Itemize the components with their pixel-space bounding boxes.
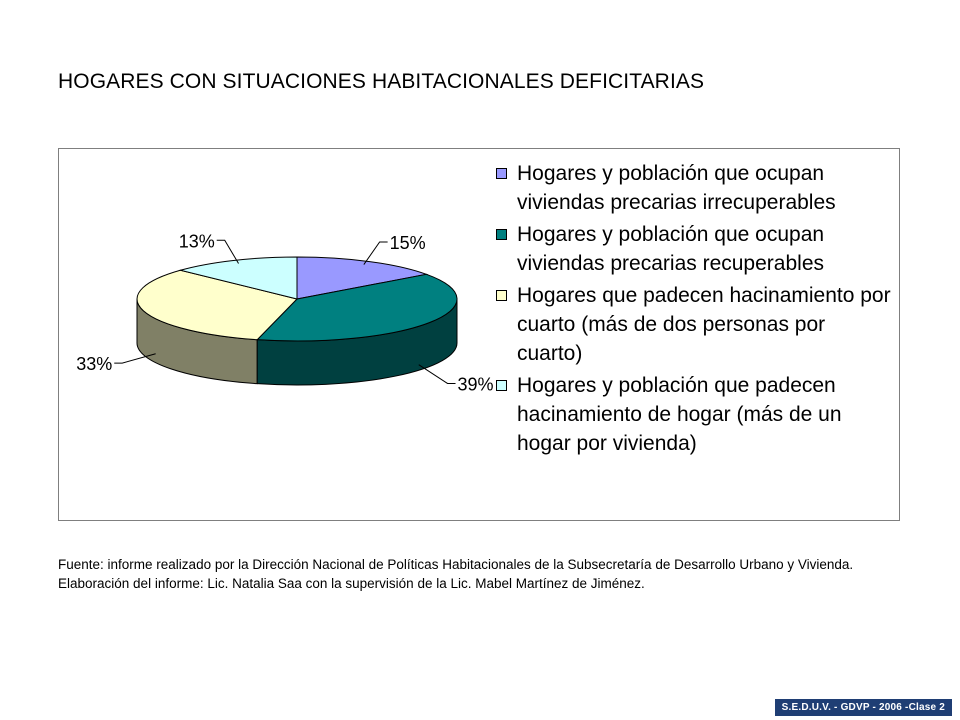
chart-title: HOGARES CON SITUACIONES HABITACIONALES D… — [58, 70, 705, 93]
legend-swatch-4 — [496, 380, 507, 391]
leader-line-4 — [216, 239, 239, 264]
legend-label-3: Hogares que padecen hacinamiento por cua… — [517, 284, 891, 365]
legend-swatch-2 — [496, 229, 507, 240]
leader-line-1 — [363, 241, 388, 265]
source-note: Fuente: informe realizado por la Direcci… — [58, 557, 854, 591]
legend-item-3: Hogares que padecen hacinamiento por cua… — [491, 281, 896, 368]
leader-line-2 — [418, 364, 456, 384]
pie-slice-3 — [136, 269, 298, 341]
chart-legend: Hogares y población que ocupan viviendas… — [491, 159, 896, 461]
chart-frame: 15% 39% 33% 13% Hogares y población que ocu… — [58, 148, 900, 521]
pie-slice-2 — [256, 273, 458, 342]
footer-badge: S.E.D.U.V. - GDVP - 2006 -Clase 2 — [774, 699, 952, 716]
legend-label-1: Hogares y población que ocupan viviendas… — [517, 162, 836, 214]
data-label-2: 39% — [458, 374, 494, 394]
legend-label-2: Hogares y población que ocupan viviendas… — [517, 223, 825, 275]
legend-item-2: Hogares y población que ocupan viviendas… — [491, 220, 896, 278]
data-label-3: 33% — [76, 354, 112, 374]
leader-line-3 — [114, 353, 156, 364]
pie-slice-1 — [296, 256, 429, 300]
legend-item-1: Hogares y población que ocupan viviendas… — [491, 159, 896, 217]
data-label-4: 13% — [179, 231, 215, 251]
legend-swatch-1 — [496, 168, 507, 179]
legend-label-4: Hogares y población que padecen hacinami… — [517, 374, 842, 455]
pie-chart: 15% 39% 33% 13% — [76, 231, 493, 394]
pie-tops — [136, 256, 458, 342]
pie-slice-4 — [178, 256, 298, 300]
pie-labels: 15% 39% 33% 13% — [76, 231, 493, 394]
legend-item-4: Hogares y población que padecen hacinami… — [491, 371, 896, 458]
legend-swatch-3 — [496, 290, 507, 301]
data-label-1: 15% — [390, 233, 426, 253]
